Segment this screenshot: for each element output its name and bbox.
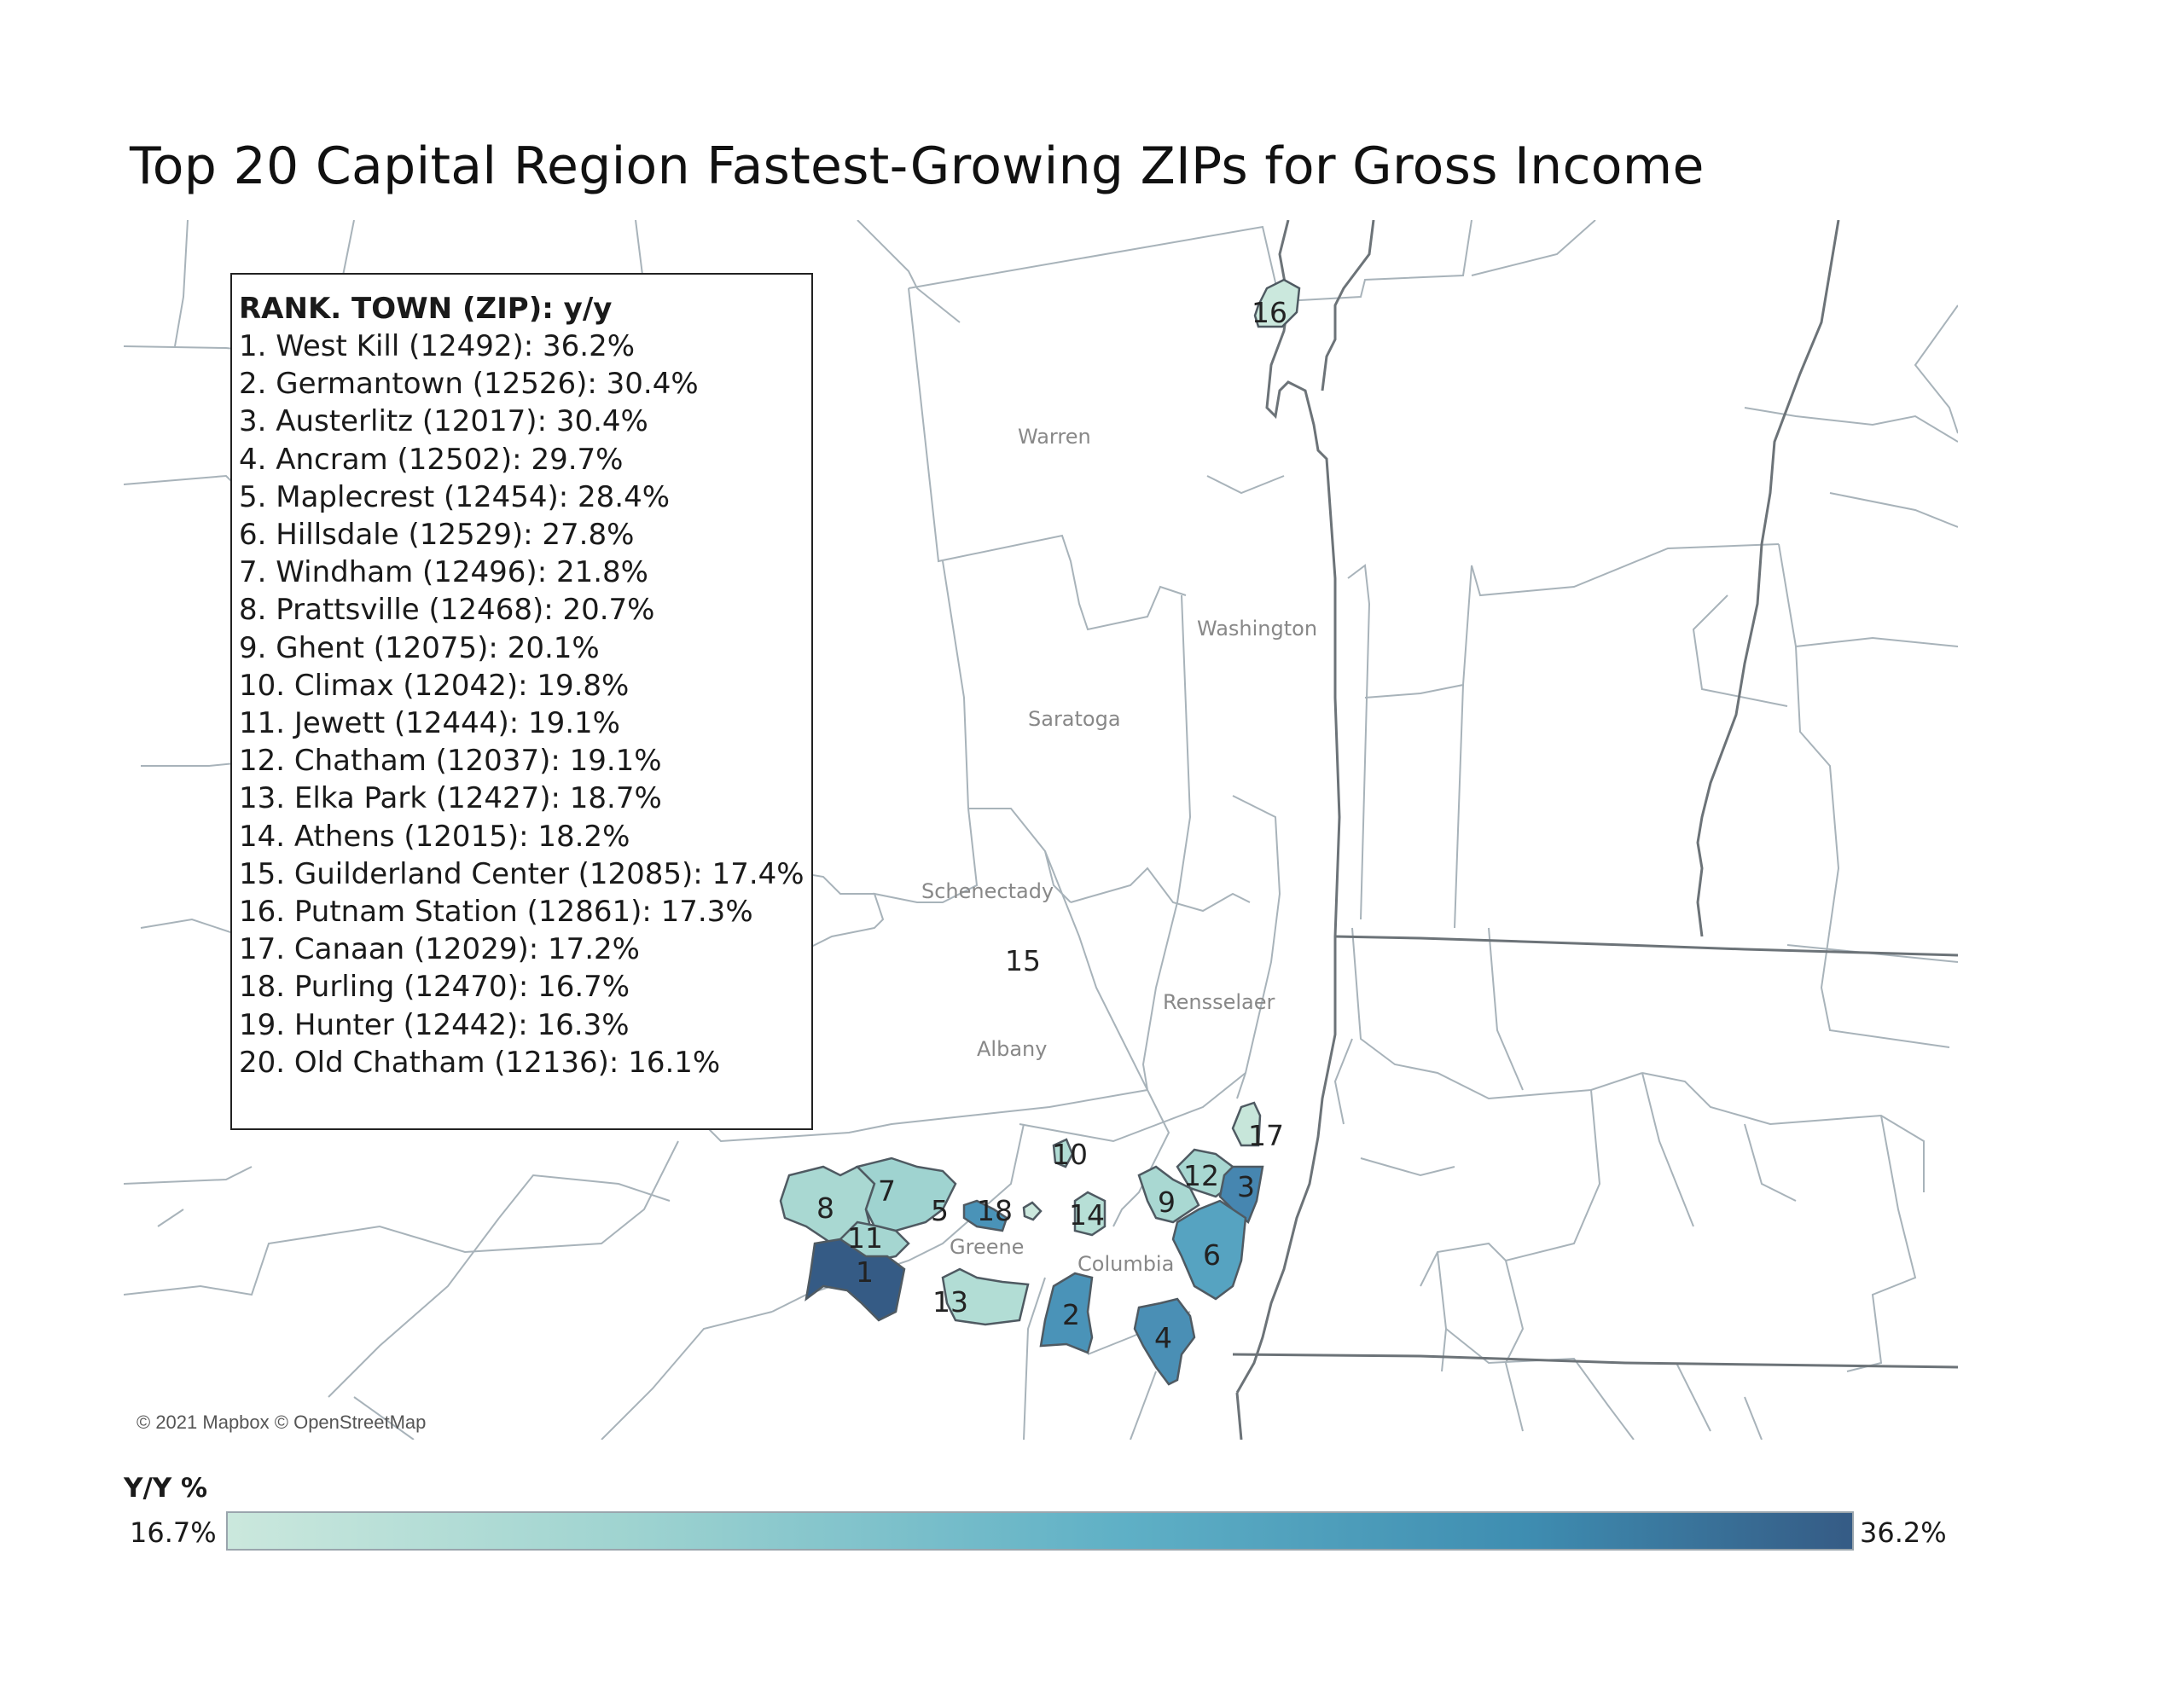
legend-item: 19. Hunter (12442): 16.3%	[239, 1007, 630, 1042]
map-attribution[interactable]: © 2021 Mapbox © OpenStreetMap	[136, 1412, 427, 1433]
county-label-columbia: Columbia	[1077, 1252, 1174, 1276]
zip-regions	[779, 278, 1301, 1386]
zip-region-9	[1137, 1165, 1200, 1224]
zip-label-9: 9	[1158, 1186, 1176, 1219]
zip-label-13: 13	[932, 1285, 968, 1319]
legend-item: 6. Hillsdale (12529): 27.8%	[239, 518, 635, 553]
county-label-albany: Albany	[977, 1037, 1047, 1061]
zip-region-1	[804, 1238, 906, 1322]
zip-region-14	[1073, 1191, 1107, 1237]
legend-item: 1. West Kill (12492): 36.2%	[239, 329, 636, 363]
legend-item: 20. Old Chatham (12136): 16.1%	[239, 1045, 721, 1080]
legend-item: 16. Putnam Station (12861): 17.3%	[239, 895, 753, 930]
legend-item: 9. Ghent (12075): 20.1%	[239, 630, 600, 665]
zip-label-7: 7	[878, 1174, 896, 1208]
legend-item: 17. Canaan (12029): 17.2%	[239, 932, 640, 967]
zip-label-16: 16	[1252, 296, 1287, 329]
zip-region-13	[941, 1267, 1030, 1326]
county-boundaries	[124, 220, 1958, 1440]
zip-label-12: 12	[1183, 1159, 1219, 1192]
zip-region-5	[962, 1199, 1008, 1232]
legend-item: 15. Guilderland Center (12085): 17.4%	[239, 856, 804, 891]
zip-label-14: 14	[1069, 1198, 1105, 1232]
county-label-washington: Washington	[1197, 617, 1317, 641]
legend-item: 11. Jewett (12444): 19.1%	[239, 706, 620, 741]
zip-region-6	[1171, 1199, 1247, 1301]
zip-label-1: 1	[856, 1255, 874, 1289]
county-label-greene: Greene	[950, 1235, 1024, 1259]
legend-item: 3. Austerlitz (12017): 30.4%	[239, 404, 648, 439]
chart-title: Top 20 Capital Region Fastest-Growing ZI…	[130, 136, 1705, 196]
county-label-rensselaer: Rensselaer	[1163, 990, 1275, 1014]
zip-label-8: 8	[816, 1191, 834, 1225]
legend-item: 7. Windham (12496): 21.8%	[239, 555, 648, 590]
county-label-saratoga: Saratoga	[1028, 707, 1121, 731]
legend-item: 8. Prattsville (12468): 20.7%	[239, 593, 655, 628]
zip-label-2: 2	[1062, 1298, 1080, 1331]
legend-item: 12. Chatham (12037): 19.1%	[239, 744, 662, 779]
zip-region-3	[1218, 1165, 1264, 1225]
zip-label-4: 4	[1154, 1321, 1172, 1354]
zip-label-11: 11	[847, 1221, 883, 1255]
legend-item: 18. Purling (12470): 16.7%	[239, 970, 630, 1005]
zip-region-2	[1039, 1272, 1094, 1354]
zip-region-10	[1052, 1138, 1074, 1168]
legend-title: RANK. TOWN (ZIP): y/y	[239, 292, 613, 326]
zip-label-3: 3	[1237, 1170, 1255, 1203]
ranking-legend: RANK. TOWN (ZIP): y/y 1. West Kill (1249…	[230, 273, 813, 1130]
zip-region-4	[1133, 1297, 1196, 1386]
zip-label-6: 6	[1203, 1238, 1221, 1272]
color-scale-bar	[226, 1511, 1854, 1551]
legend-item: 13. Elka Park (12427): 18.7%	[239, 781, 662, 816]
zip-region-7	[855, 1157, 957, 1232]
legend-item: 10. Climax (12042): 19.8%	[239, 668, 630, 703]
color-scale-title: Y/Y %	[124, 1473, 208, 1504]
zip-label-5: 5	[931, 1194, 949, 1227]
county-label-schenectady: Schenectady	[921, 879, 1054, 903]
zip-label-18: 18	[977, 1194, 1013, 1227]
zip-region-16	[1253, 278, 1301, 328]
zip-label-15: 15	[1005, 944, 1041, 977]
map-svg: Warren Washington Saratoga Schenectady R…	[124, 220, 1958, 1440]
legend-item: 4. Ancram (12502): 29.7%	[239, 442, 624, 477]
state-boundaries	[1232, 220, 1958, 1440]
legend-list: 1. West Kill (12492): 36.2% 2. Germantow…	[239, 328, 811, 1081]
zip-region-18	[1022, 1201, 1043, 1221]
color-scale-min: 16.7%	[130, 1516, 217, 1549]
legend-item: 14. Athens (12015): 18.2%	[239, 819, 630, 854]
color-scale-max: 36.2%	[1860, 1516, 1947, 1549]
legend-item: 2. Germantown (12526): 30.4%	[239, 367, 699, 402]
county-label-warren: Warren	[1018, 425, 1091, 449]
legend-item: 5. Maplecrest (12454): 28.4%	[239, 479, 671, 514]
zip-region-17	[1231, 1101, 1262, 1147]
zip-label-10: 10	[1052, 1138, 1088, 1171]
zip-label-17: 17	[1248, 1119, 1284, 1152]
